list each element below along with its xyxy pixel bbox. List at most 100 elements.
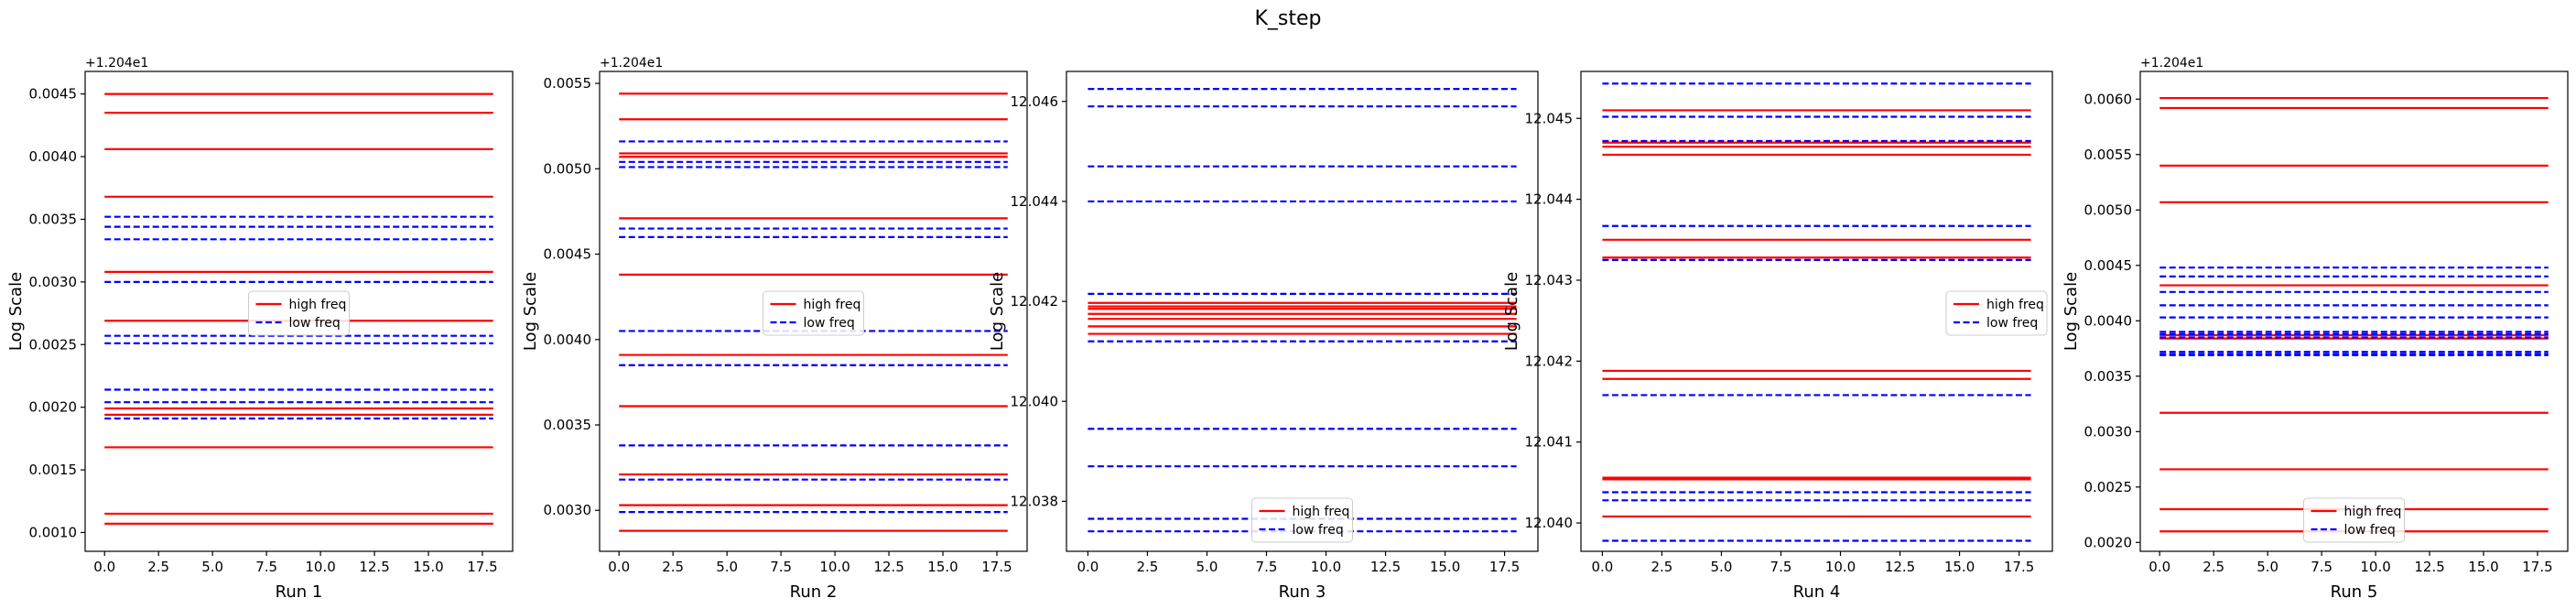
x-tick-label: 15.0 [1944, 559, 1975, 575]
legend: high freq low freq [248, 290, 350, 336]
x-tick-label: 0.0 [93, 559, 115, 575]
y-tick-label: 0.0040 [2084, 312, 2133, 329]
x-tick-label: 7.5 [255, 559, 277, 575]
legend-box [2303, 497, 2405, 543]
legend-box [248, 290, 350, 336]
x-tick-label: 7.5 [1770, 559, 1792, 575]
y-tick-label: 0.0050 [2084, 201, 2133, 218]
legend: high freq low freq [763, 290, 864, 336]
x-tick-label: 15.0 [413, 559, 443, 575]
x-axis-label: Run 3 [1279, 582, 1326, 602]
y-tick-label: 0.0045 [29, 86, 78, 103]
axes-frame [1580, 71, 2053, 552]
x-tick-label: 12.5 [2414, 559, 2444, 575]
y-tick-label: 12.041 [1525, 434, 1574, 451]
y-tick-label: 0.0010 [29, 524, 78, 540]
subplots: 0.0 2.5 5.0 7.5 10.0 12.5 15.0 17.5 0.0010 0.0015… [6, 56, 2569, 602]
y-offset-label: +1.204e1 [85, 56, 148, 71]
y-axis-label: Log Scale [988, 272, 1007, 351]
legend: high freq low freq [1251, 497, 1353, 543]
subplot-3: 0.0 2.5 5.0 7.5 10.0 12.5 15.0 17.5 12.038 12.040… [988, 71, 1539, 602]
y-tick-label: 12.043 [1525, 272, 1574, 288]
y-tick-label: 0.0015 [29, 462, 78, 478]
x-tick-label: 17.5 [467, 559, 497, 575]
x-tick-label: 5.0 [716, 559, 738, 575]
x-tick-label: 2.5 [662, 559, 684, 575]
legend-box [763, 290, 864, 336]
y-tick-label: 0.0025 [2084, 479, 2133, 495]
y-axis-label: Log Scale [521, 272, 540, 351]
y-tick-label: 0.0025 [29, 336, 78, 353]
x-axis-label: Run 4 [1793, 582, 1841, 602]
subplot-2: 0.0 2.5 5.0 7.5 10.0 12.5 15.0 17.5 0.0030 0.0035… [521, 56, 1028, 602]
legend-high-label: high freq [2344, 505, 2402, 519]
subplot-4: 0.0 2.5 5.0 7.5 10.0 12.5 15.0 17.5 12.040 12.041… [1502, 71, 2053, 602]
legend-low-label: low freq [2344, 523, 2396, 538]
subplot-1: 0.0 2.5 5.0 7.5 10.0 12.5 15.0 17.5 0.0010 0.0015… [6, 56, 514, 602]
y-tick-label: 12.038 [1011, 493, 1059, 509]
y-tick-label: 0.0055 [2084, 147, 2133, 163]
x-tick-label: 0.0 [608, 559, 630, 575]
y-tick-label: 0.0045 [2084, 257, 2133, 274]
x-tick-label: 7.5 [1256, 559, 1278, 575]
legend-high-label: high freq [1293, 505, 1350, 519]
x-tick-label: 2.5 [147, 559, 169, 575]
legend-box [1251, 497, 1353, 543]
legend-low-label: low freq [1293, 523, 1344, 538]
y-tick-label: 0.0020 [29, 399, 78, 416]
x-tick-label: 10.0 [1825, 559, 1856, 575]
x-tick-label: 2.5 [1651, 559, 1673, 575]
legend-high-label: high freq [804, 298, 861, 312]
x-tick-label: 2.5 [2203, 559, 2224, 575]
y-axis-label: Log Scale [1502, 272, 1521, 351]
y-tick-label: 0.0030 [544, 502, 592, 518]
series-lines [619, 92, 1008, 532]
x-tick-label: 12.5 [873, 559, 904, 575]
x-tick-label: 5.0 [2257, 559, 2278, 575]
x-tick-label: 15.0 [927, 559, 958, 575]
legend-high-label: high freq [1986, 298, 2044, 312]
x-tick-label: 7.5 [2311, 559, 2332, 575]
y-tick-label: 0.0040 [544, 332, 592, 348]
y-tick-label: 12.042 [1011, 293, 1059, 310]
x-tick-label: 10.0 [1311, 559, 1341, 575]
x-tick-label: 0.0 [1077, 559, 1099, 575]
y-tick-label: 12.040 [1525, 515, 1574, 531]
x-tick-label: 12.5 [1885, 559, 1915, 575]
y-offset-label: +1.204e1 [2140, 56, 2203, 71]
y-tick-label: 0.0050 [544, 160, 592, 177]
x-tick-label: 12.5 [359, 559, 389, 575]
series-lines [1602, 82, 2031, 542]
y-tick-label: 0.0060 [2084, 91, 2133, 107]
x-tick-label: 2.5 [1137, 559, 1159, 575]
y-tick-label: 0.0055 [544, 75, 592, 92]
y-tick-label: 0.0030 [2084, 423, 2133, 440]
y-tick-label: 12.040 [1011, 393, 1059, 409]
y-axis-label: Log Scale [2062, 272, 2081, 351]
y-tick-label: 12.044 [1525, 191, 1574, 208]
y-tick-label: 0.0035 [544, 417, 592, 433]
legend: high freq low freq [1945, 290, 2048, 336]
series-lines [1088, 88, 1517, 533]
y-tick-label: 0.0035 [2084, 368, 2133, 385]
y-tick-label: 0.0040 [29, 148, 78, 165]
legend-low-label: low freq [289, 316, 341, 331]
x-tick-label: 0.0 [2148, 559, 2170, 575]
y-tick-label: 0.0045 [544, 246, 592, 263]
legend-low-label: low freq [1986, 316, 2038, 331]
x-tick-label: 17.5 [2004, 559, 2034, 575]
y-tick-label: 0.0035 [29, 211, 78, 227]
series-lines [2159, 96, 2549, 533]
y-tick-label: 12.045 [1525, 110, 1574, 126]
y-tick-label: 0.0030 [29, 274, 78, 290]
figure-title: K_step [1254, 7, 1321, 30]
axes-frame [1066, 71, 1539, 552]
x-tick-label: 5.0 [1196, 559, 1218, 575]
x-axis-label: Run 2 [790, 582, 838, 602]
legend-low-label: low freq [804, 316, 855, 331]
x-tick-label: 10.0 [2360, 559, 2390, 575]
x-tick-label: 17.5 [1489, 559, 1520, 575]
axes-frame [599, 71, 1028, 552]
x-tick-label: 17.5 [2522, 559, 2552, 575]
